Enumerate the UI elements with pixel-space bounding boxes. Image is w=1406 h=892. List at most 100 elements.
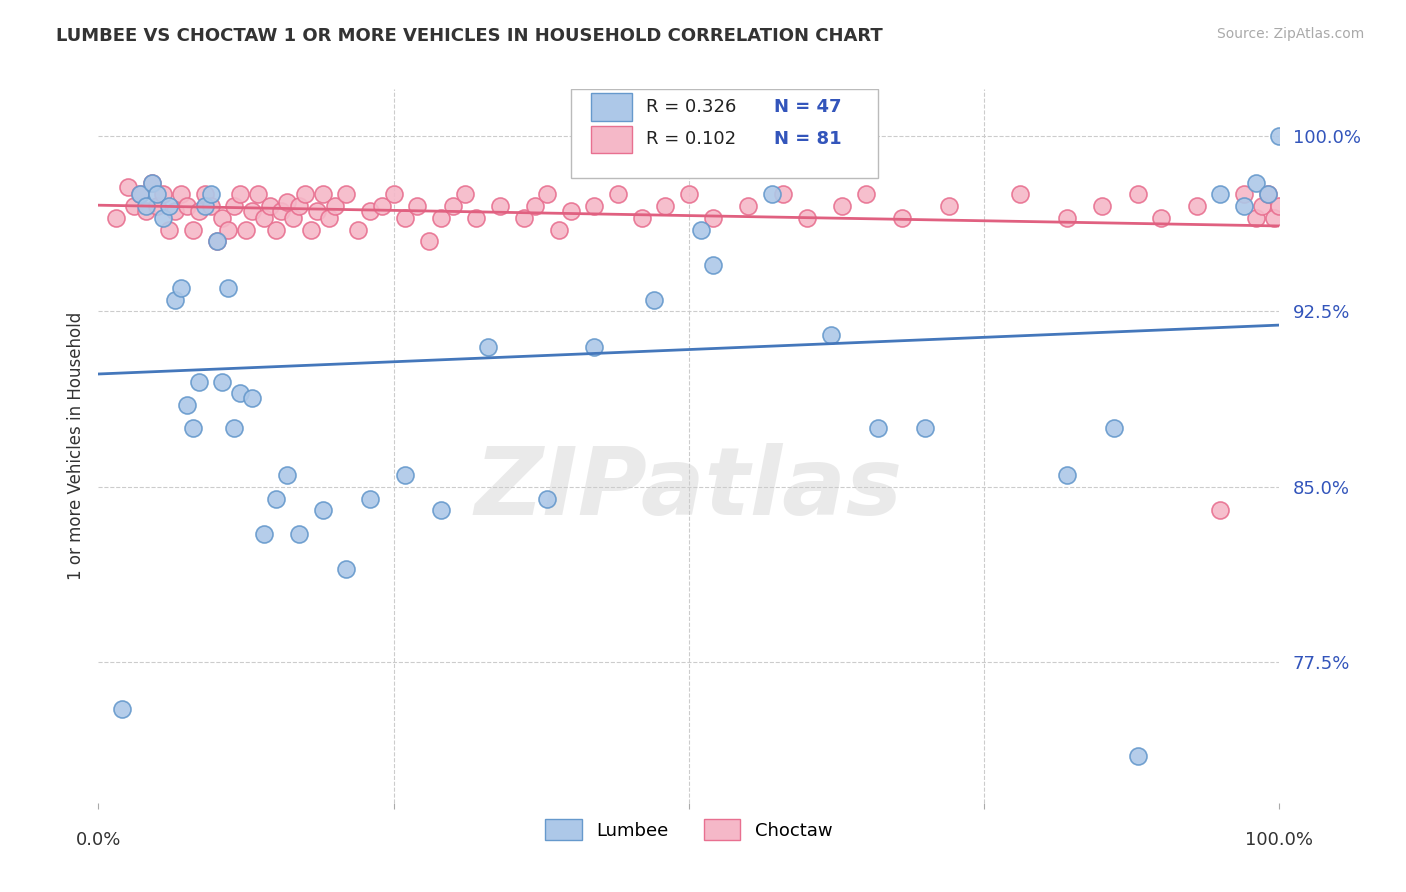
Point	[253, 526, 276, 541]
Point	[524, 199, 547, 213]
Point	[536, 491, 558, 506]
Point	[548, 222, 571, 236]
Point	[135, 203, 157, 218]
Point	[654, 199, 676, 213]
Point	[512, 211, 534, 225]
Point	[152, 187, 174, 202]
Point	[1091, 199, 1114, 213]
Point	[224, 421, 246, 435]
Point	[122, 199, 145, 213]
Point	[465, 211, 488, 225]
Point	[1126, 187, 1149, 202]
Point	[205, 234, 228, 248]
Point	[187, 203, 209, 218]
Point	[170, 187, 193, 202]
Point	[299, 222, 322, 236]
Point	[1257, 187, 1279, 202]
Text: R = 0.326: R = 0.326	[647, 98, 737, 116]
Point	[253, 211, 276, 225]
Point	[630, 211, 652, 225]
Point	[678, 187, 700, 202]
Point	[157, 222, 180, 236]
Point	[453, 187, 475, 202]
Point	[152, 211, 174, 225]
Point	[194, 187, 217, 202]
Point	[335, 187, 357, 202]
Point	[165, 203, 187, 218]
Point	[371, 199, 394, 213]
Point	[187, 375, 209, 389]
Point	[761, 187, 783, 202]
Point	[702, 211, 724, 225]
Point	[305, 203, 328, 218]
Text: N = 81: N = 81	[773, 130, 842, 148]
Text: LUMBEE VS CHOCTAW 1 OR MORE VEHICLES IN HOUSEHOLD CORRELATION CHART: LUMBEE VS CHOCTAW 1 OR MORE VEHICLES IN …	[56, 27, 883, 45]
Point	[157, 199, 180, 213]
Y-axis label: 1 or more Vehicles in Household: 1 or more Vehicles in Household	[66, 312, 84, 580]
Point	[1209, 503, 1232, 517]
Point	[288, 526, 311, 541]
Point	[235, 222, 257, 236]
Point	[288, 199, 311, 213]
Point	[259, 199, 281, 213]
Point	[1102, 421, 1125, 435]
Point	[394, 468, 416, 483]
Point	[128, 187, 150, 202]
Point	[181, 421, 204, 435]
Point	[1056, 468, 1078, 483]
Point	[200, 199, 222, 213]
Point	[583, 340, 606, 354]
Point	[312, 187, 335, 202]
Text: N = 47: N = 47	[773, 98, 841, 116]
Point	[165, 293, 187, 307]
Point	[211, 375, 233, 389]
Point	[176, 398, 198, 412]
Point	[1263, 211, 1285, 225]
Point	[117, 180, 139, 194]
Text: R = 0.102: R = 0.102	[647, 130, 737, 148]
FancyBboxPatch shape	[591, 94, 633, 120]
Point	[135, 199, 157, 213]
Point	[418, 234, 440, 248]
Point	[1008, 187, 1031, 202]
Point	[264, 222, 287, 236]
Point	[441, 199, 464, 213]
Point	[240, 391, 263, 405]
Point	[1268, 128, 1291, 143]
Point	[938, 199, 960, 213]
Point	[205, 234, 228, 248]
Point	[1233, 187, 1256, 202]
Point	[141, 176, 163, 190]
Point	[170, 281, 193, 295]
Point	[1150, 211, 1173, 225]
Point	[1244, 211, 1267, 225]
Point	[176, 199, 198, 213]
Point	[702, 258, 724, 272]
Point	[318, 211, 340, 225]
Point	[270, 203, 292, 218]
Point	[643, 293, 665, 307]
Point	[489, 199, 512, 213]
Point	[335, 562, 357, 576]
Point	[1244, 176, 1267, 190]
Point	[394, 211, 416, 225]
Point	[855, 187, 877, 202]
Point	[359, 203, 381, 218]
Point	[1268, 199, 1291, 213]
Point	[105, 211, 128, 225]
Point	[689, 222, 711, 236]
Point	[217, 281, 239, 295]
Point	[796, 211, 818, 225]
Point	[914, 421, 936, 435]
Point	[146, 199, 169, 213]
Point	[1257, 187, 1279, 202]
Text: ZIPatlas: ZIPatlas	[475, 442, 903, 535]
Point	[477, 340, 499, 354]
Point	[1209, 187, 1232, 202]
Point	[283, 211, 305, 225]
Point	[1126, 749, 1149, 764]
Point	[229, 386, 252, 401]
Point	[406, 199, 429, 213]
Point	[128, 187, 150, 202]
Point	[430, 503, 453, 517]
